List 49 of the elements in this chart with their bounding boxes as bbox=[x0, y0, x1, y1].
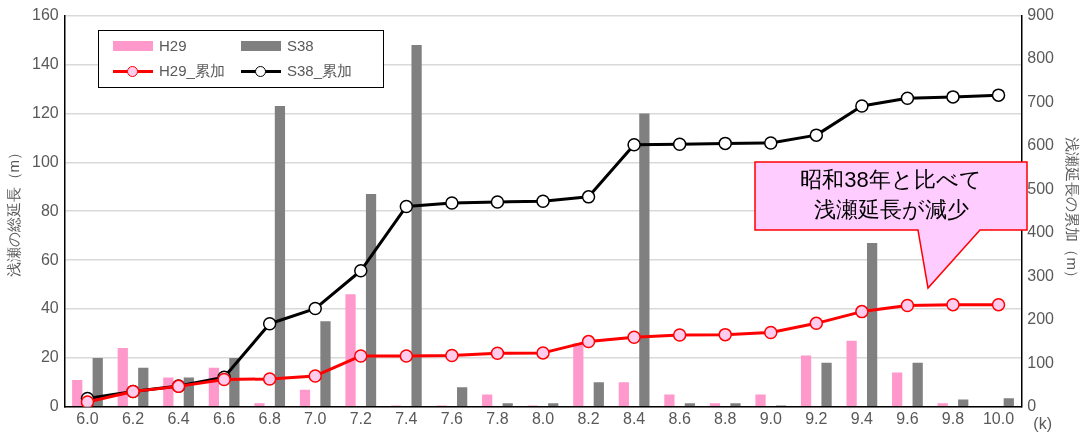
x-tick-label: 9.6 bbox=[896, 409, 919, 427]
legend-label: S38 bbox=[287, 37, 314, 54]
x-tick-label: 7.8 bbox=[486, 409, 509, 427]
y2-tick-label: 0 bbox=[1027, 397, 1037, 415]
x-tick-label: 9.4 bbox=[850, 409, 874, 427]
y-tick-label: 60 bbox=[40, 250, 59, 268]
x-tick-label: 7.2 bbox=[349, 409, 373, 427]
y2-tick-label: 700 bbox=[1027, 92, 1055, 110]
y-tick-label: 0 bbox=[49, 397, 59, 415]
y2-axis-title: 浅瀬延長の累加（m） bbox=[1063, 137, 1081, 285]
x-tick-label: 8.2 bbox=[577, 409, 600, 427]
legend-label: H29 bbox=[159, 37, 187, 54]
legend-label: H29_累加 bbox=[159, 62, 225, 81]
y-axis-title: 浅瀬の総延長（m） bbox=[5, 144, 23, 278]
y2-tick-label: 200 bbox=[1027, 310, 1055, 328]
x-tick-label: 6.4 bbox=[167, 409, 190, 427]
x-tick-label: 7.6 bbox=[440, 409, 464, 427]
x-tick-label: 6.6 bbox=[213, 409, 236, 427]
annotation: 浅瀬延長が減少 bbox=[813, 197, 969, 223]
y-tick-label: 160 bbox=[31, 6, 59, 24]
x-tick-label: 10.0 bbox=[982, 409, 1015, 427]
x-tick-label: 9.8 bbox=[941, 409, 965, 427]
x-tick-label: 7.0 bbox=[304, 409, 327, 427]
x-tick-label: 6.0 bbox=[76, 409, 99, 427]
y-tick-label: 20 bbox=[40, 348, 59, 366]
x-tick-label: 7.4 bbox=[395, 409, 418, 427]
x-tick-label: 8.4 bbox=[622, 409, 646, 427]
x-tick-label: 9.0 bbox=[759, 409, 782, 427]
y-tick-label: 100 bbox=[31, 152, 59, 170]
y2-tick-label: 500 bbox=[1027, 179, 1055, 197]
y-tick-label: 140 bbox=[31, 54, 59, 72]
y-tick-label: 40 bbox=[40, 299, 59, 317]
x-tick-label: 6.8 bbox=[258, 409, 281, 427]
y2-tick-label: 600 bbox=[1027, 136, 1055, 154]
y-tick-label: 120 bbox=[31, 103, 59, 121]
y2-tick-label: 800 bbox=[1027, 49, 1055, 67]
x-axis-title: (k) bbox=[1033, 415, 1052, 433]
x-tick-label: 9.2 bbox=[805, 409, 828, 427]
annotation: 昭和38年と比べて bbox=[800, 167, 982, 193]
y2-tick-label: 300 bbox=[1027, 266, 1055, 284]
x-tick-label: 6.2 bbox=[121, 409, 145, 427]
x-tick-label: 8.6 bbox=[668, 409, 691, 427]
legend-label: S38_累加 bbox=[287, 62, 353, 81]
x-tick-label: 8.0 bbox=[531, 409, 555, 427]
y2-tick-label: 900 bbox=[1027, 6, 1055, 24]
x-tick-label: 8.8 bbox=[714, 409, 737, 427]
y2-tick-label: 400 bbox=[1027, 223, 1055, 241]
y2-tick-label: 100 bbox=[1027, 353, 1055, 371]
y-tick-label: 80 bbox=[40, 201, 59, 219]
